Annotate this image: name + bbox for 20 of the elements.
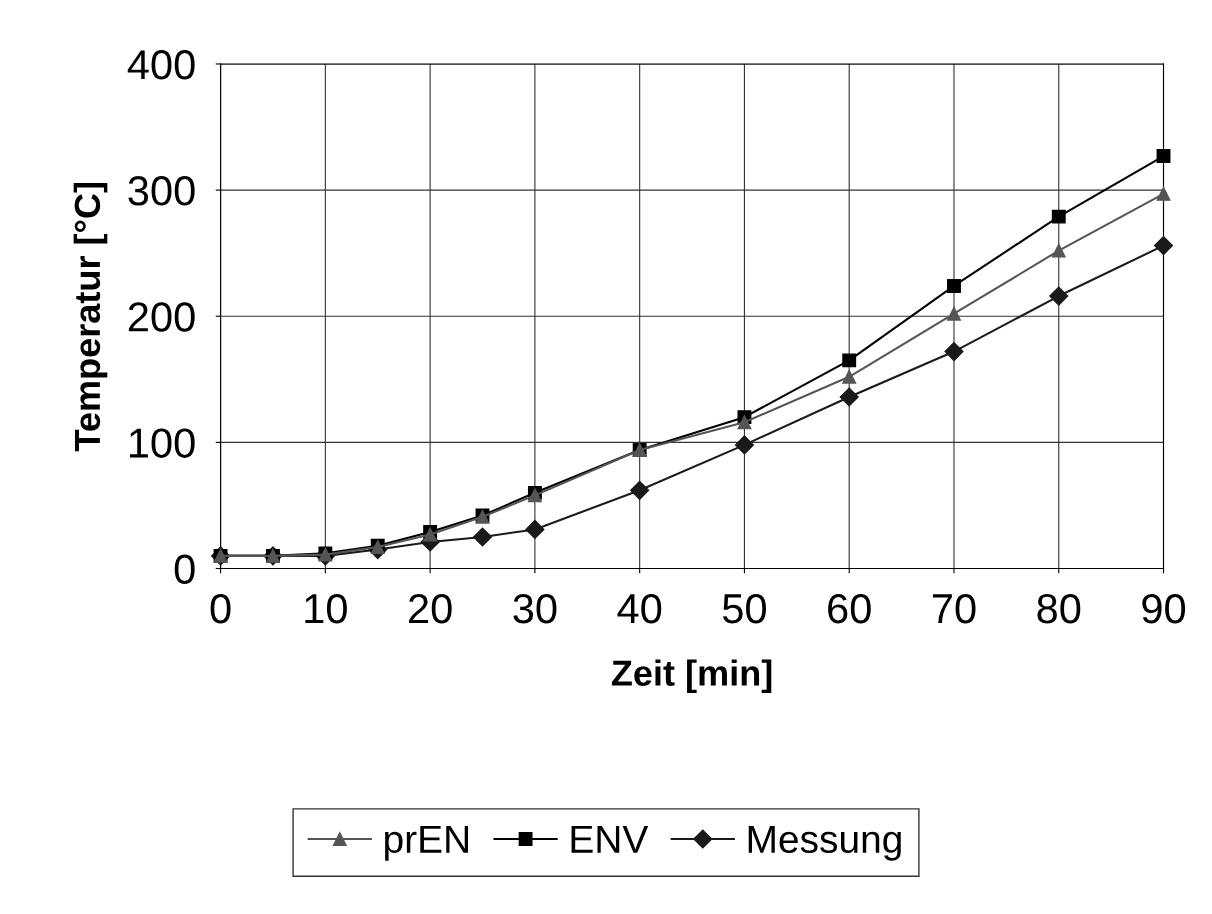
y-tick-label: 100 xyxy=(129,428,195,458)
x-tick-label: 20 xyxy=(409,593,452,624)
x-tick-label: 10 xyxy=(305,593,347,624)
x-tick-label: 50 xyxy=(722,593,766,624)
y-tick-label: 200 xyxy=(128,302,195,332)
legend-label: prEN xyxy=(385,825,468,861)
y-axis-title: Temperatur [°C] xyxy=(73,182,108,452)
x-tick-label: 40 xyxy=(617,593,662,624)
y-tick-label: 300 xyxy=(128,176,195,206)
y-tick-label: 0 xyxy=(174,554,195,585)
x-tick-label: 0 xyxy=(210,593,231,624)
x-tick-label: 70 xyxy=(932,593,976,624)
legend-label: ENV xyxy=(571,825,649,853)
x-tick-label: 80 xyxy=(1037,593,1081,624)
x-tick-label: 60 xyxy=(828,593,871,624)
legend-label: Messung xyxy=(748,825,901,861)
x-axis-title: Zeit [min] xyxy=(611,659,772,694)
x-tick-label: 30 xyxy=(513,593,557,624)
x-tick-label: 90 xyxy=(1142,593,1186,624)
y-tick-label: 400 xyxy=(127,49,195,80)
